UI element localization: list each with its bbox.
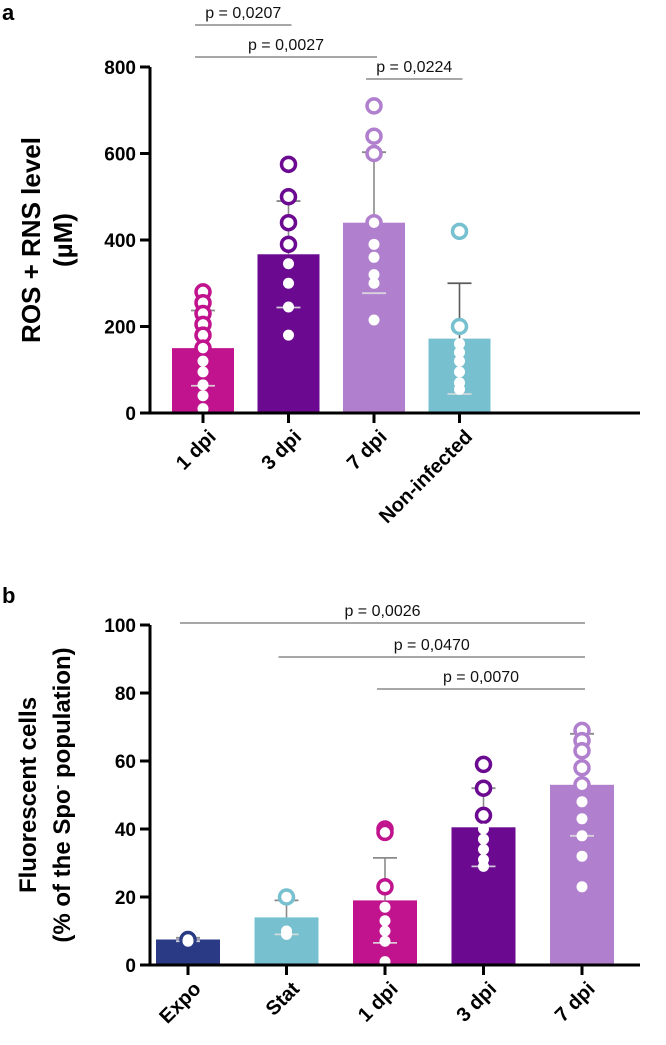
category-label-1-dpi: 1 dpi — [354, 978, 403, 1027]
data-point — [197, 379, 209, 391]
data-point — [379, 925, 391, 937]
bar-stat — [254, 917, 319, 965]
y-axis-label-line-2: (% of the Spo- population) — [49, 647, 76, 942]
superscript-minus: - — [49, 784, 65, 789]
data-point — [283, 258, 294, 270]
y-tick-label: 0 — [125, 404, 136, 425]
category-label-expo: Expo — [155, 978, 205, 1028]
data-point — [576, 796, 588, 808]
data-point — [379, 901, 391, 913]
data-point — [365, 127, 383, 145]
data-point — [197, 390, 209, 402]
data-point — [454, 346, 465, 358]
data-point — [279, 213, 298, 232]
data-point — [576, 813, 588, 825]
data-point — [478, 833, 489, 845]
data-point — [379, 935, 391, 947]
data-point — [474, 779, 493, 797]
p-value-label: p = 0,0026 — [344, 603, 420, 620]
data-point — [194, 339, 212, 357]
data-point — [474, 806, 493, 825]
y-axis-label-part: population) — [49, 647, 76, 784]
data-point — [197, 355, 209, 367]
data-point — [197, 366, 209, 378]
y-tick-label: 800 — [104, 58, 136, 79]
p-value-label: p = 0,0224 — [376, 59, 452, 76]
data-point — [283, 301, 294, 313]
y-axis-label-line-1: ROS + RNS level — [16, 137, 46, 343]
data-point — [379, 915, 391, 927]
data-point — [573, 742, 591, 760]
y-tick-label: 40 — [115, 820, 136, 841]
data-point — [277, 888, 296, 906]
data-point — [576, 881, 588, 893]
data-point — [279, 235, 298, 254]
data-point — [368, 269, 380, 281]
y-axis-label-line-1: Fluorescent cells — [15, 697, 42, 893]
category-label-3-dpi: 3 dpi — [257, 426, 306, 475]
data-point — [576, 830, 588, 842]
y-axis-label-line-2: (µM) — [48, 213, 78, 267]
data-point — [478, 843, 489, 855]
data-point — [454, 338, 465, 350]
y-tick-label: 80 — [115, 684, 136, 705]
category-label-stat: Stat — [262, 978, 305, 1021]
y-tick-label: 200 — [104, 318, 136, 339]
data-point — [478, 860, 489, 872]
data-point — [376, 878, 394, 896]
data-point — [576, 850, 588, 862]
category-label-1-dpi: 1 dpi — [172, 426, 221, 475]
data-point — [182, 935, 194, 947]
category-label-3-dpi: 3 dpi — [452, 978, 501, 1027]
data-point — [573, 776, 591, 794]
data-point — [376, 823, 394, 842]
y-tick-label: 60 — [115, 752, 136, 773]
data-point — [478, 823, 489, 835]
y-tick-label: 400 — [104, 231, 136, 252]
data-point — [365, 144, 383, 163]
panel-label-b: b — [2, 583, 15, 608]
y-tick-label: 20 — [115, 888, 136, 909]
data-point — [474, 755, 493, 774]
data-point — [279, 188, 298, 206]
y-axis-label-part: (% of the Spo — [49, 789, 76, 942]
data-point — [197, 403, 209, 415]
data-point — [573, 759, 591, 777]
p-value-label: p = 0,0470 — [394, 637, 470, 654]
data-point — [368, 251, 380, 263]
data-point — [368, 238, 380, 250]
data-point — [454, 355, 465, 367]
data-point — [454, 366, 465, 378]
category-label-7-dpi: 7 dpi — [343, 426, 392, 475]
p-value-label: p = 0,0070 — [443, 669, 519, 686]
y-tick-label: 100 — [104, 616, 136, 637]
p-value-label: p = 0,0207 — [205, 5, 281, 22]
data-point — [283, 277, 294, 289]
chart-b: 0 20 40 60 80 100 Expo Stat 1 dpi 3 dpi 7 dpi p = 0… — [15, 603, 640, 1028]
data-point — [450, 222, 469, 241]
data-point — [454, 383, 465, 395]
y-tick-label: 0 — [125, 956, 136, 977]
panel-label-a: a — [2, 0, 15, 25]
data-point — [279, 155, 298, 174]
data-point — [281, 928, 292, 940]
data-point — [365, 97, 383, 115]
bar-7-dpi — [550, 784, 614, 965]
category-label-7-dpi: 7 dpi — [551, 978, 600, 1027]
y-tick-label: 600 — [104, 145, 136, 166]
data-point — [450, 317, 469, 336]
p-value-label: p = 0,0027 — [248, 37, 324, 54]
data-point — [368, 314, 380, 326]
data-point — [365, 213, 383, 232]
data-point — [368, 277, 380, 289]
data-point — [283, 329, 294, 341]
